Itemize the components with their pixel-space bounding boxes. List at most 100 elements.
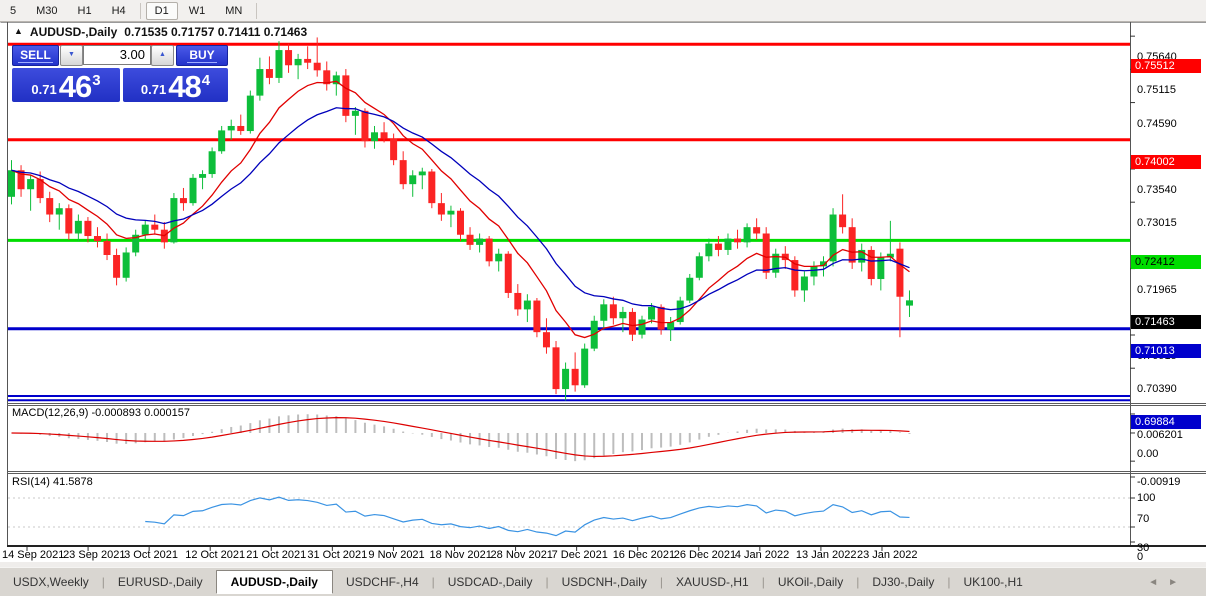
chart-tab-eurusd-daily[interactable]: EURUSD-,Daily xyxy=(117,575,203,589)
candle-body xyxy=(351,110,359,116)
timeframe-button-h1[interactable]: H1 xyxy=(77,4,92,17)
price-axis-highlight-label: 0.69884 xyxy=(1131,415,1201,430)
chart-ohlc-quotes: 0.71535 0.71757 0.71411 0.71463 xyxy=(124,25,308,39)
candle-body xyxy=(304,58,312,63)
candle-body xyxy=(867,249,875,280)
chart-tab-bar: USDX,Weekly | EURUSD-,Daily AUDUSD-,Daily US… xyxy=(0,567,1206,596)
candle-body xyxy=(676,300,684,323)
chart-canvas[interactable] xyxy=(0,22,1206,595)
candle-body xyxy=(113,255,121,278)
candle-body xyxy=(886,253,894,258)
moving-average-line xyxy=(11,107,910,311)
candle-body xyxy=(409,175,417,185)
chart-window: ▲ AUDUSD-,Daily 0.71535 0.71757 0.71411 … xyxy=(0,22,1206,596)
chart-tab-dj30-daily[interactable]: DJ30-,Daily xyxy=(872,575,935,589)
chart-tab-ukoil-daily[interactable]: UKOil-,Daily xyxy=(777,575,844,589)
price-axis-tick: 0.74590 xyxy=(1137,117,1177,130)
candle-body xyxy=(695,256,703,278)
tab-separator: | xyxy=(659,575,664,589)
timeframe-button-m30[interactable]: M30 xyxy=(36,4,58,17)
candle-body xyxy=(495,253,503,262)
buy-button[interactable]: BUY xyxy=(176,45,228,66)
collapse-triangle-icon[interactable]: ▲ xyxy=(14,26,23,36)
candle-body xyxy=(151,224,159,230)
chart-tab-usdchf-h4[interactable]: USDCHF-,H4 xyxy=(345,575,419,589)
candle-body xyxy=(84,220,92,237)
candle-body xyxy=(189,177,197,204)
timeframe-button-w1[interactable]: W1 xyxy=(188,4,206,17)
candle-body xyxy=(619,311,627,319)
date-axis-label: 12 Oct 2021 xyxy=(185,549,246,561)
candle-body xyxy=(380,132,388,139)
candle-body xyxy=(179,198,187,204)
chart-tab-usdx-weekly[interactable]: USDX,Weekly xyxy=(13,575,89,589)
rsi-indicator-label: RSI(14) 41.5878 xyxy=(12,476,93,488)
candle-body xyxy=(514,292,522,310)
timeframe-button-5[interactable]: 5 xyxy=(10,4,17,17)
candle-body xyxy=(542,332,550,348)
one-click-trading-panel: SELL ▼ 3.00 ▲ BUY 0.71 46 3 0.71 48 4 xyxy=(12,45,228,103)
candle-body xyxy=(667,322,675,330)
candle-body xyxy=(8,170,15,197)
date-axis-label: 28 Nov 2021 xyxy=(490,549,553,561)
candle-body xyxy=(705,243,713,257)
candle-body xyxy=(638,319,646,335)
moving-average-line xyxy=(11,80,910,339)
price-axis-tick: 0.71965 xyxy=(1137,283,1177,296)
volume-input[interactable]: 3.00 xyxy=(83,45,151,65)
volume-decrease-button[interactable]: ▼ xyxy=(60,45,83,66)
candle-body xyxy=(552,347,560,390)
candle-body xyxy=(485,238,493,262)
candle-body xyxy=(466,234,474,245)
candle-body xyxy=(227,125,235,131)
timeframe-button-mn[interactable]: MN xyxy=(225,4,243,17)
price-axis-highlight-label: 0.74002 xyxy=(1131,154,1201,169)
candle-body xyxy=(896,248,904,297)
timeframe-button-h4[interactable]: H4 xyxy=(111,4,126,17)
candle-body xyxy=(17,170,25,190)
date-axis-label: 31 Oct 2021 xyxy=(307,549,368,561)
chart-tab-uk100-h1[interactable]: UK100-,H1 xyxy=(963,575,1023,589)
candle-body xyxy=(332,75,340,85)
tab-separator: | xyxy=(101,575,105,589)
chart-tab-audusd-daily[interactable]: AUDUSD-,Daily xyxy=(215,570,333,594)
candle-body xyxy=(65,208,73,234)
date-axis-label: 21 Oct 2021 xyxy=(246,549,307,561)
date-axis-label: 23 Jan 2022 xyxy=(856,549,918,561)
price-axis-highlight-label: 0.72412 xyxy=(1131,255,1201,270)
volume-increase-button[interactable]: ▲ xyxy=(151,45,174,66)
date-axis-label: 7 Dec 2021 xyxy=(551,549,608,561)
chart-tab-usdcnh-daily[interactable]: USDCNH-,Daily xyxy=(561,575,647,589)
candle-body xyxy=(772,253,780,273)
price-axis-highlight-label: 0.75512 xyxy=(1131,59,1201,74)
candle-body xyxy=(533,300,541,333)
candle-body xyxy=(523,300,531,310)
chart-tab-usdcad-daily[interactable]: USDCAD-,Daily xyxy=(447,575,533,589)
candle-body xyxy=(791,260,799,291)
date-axis-label: 13 Jan 2022 xyxy=(795,549,857,561)
price-axis-tick: 0.70390 xyxy=(1137,383,1177,396)
candle-body xyxy=(93,236,101,242)
tab-separator: | xyxy=(856,575,860,589)
date-axis-label: 16 Dec 2021 xyxy=(612,549,676,561)
chart-tab-xauusd-h1[interactable]: XAUUSD-,H1 xyxy=(676,575,749,589)
candle-body xyxy=(581,348,589,386)
date-axis-label: 18 Nov 2021 xyxy=(429,549,492,561)
macd-axis-tick: 0.00 xyxy=(1137,447,1159,460)
sell-button[interactable]: SELL xyxy=(12,45,59,66)
chevron-down-icon: ▼ xyxy=(68,51,75,58)
buy-price-prefix: 0.71 xyxy=(140,82,167,97)
candle-body xyxy=(55,208,63,215)
date-axis-label: 9 Nov 2021 xyxy=(368,549,425,561)
price-axis-tick: 0.73015 xyxy=(1137,217,1177,230)
sell-price-tile[interactable]: 0.71 46 3 xyxy=(12,68,120,102)
candle-body xyxy=(323,70,331,85)
buy-price-tile[interactable]: 0.71 48 4 xyxy=(123,68,228,102)
rsi-axis-tick: 100 xyxy=(1137,492,1156,504)
candle-body xyxy=(753,227,761,234)
timeframe-button-d1[interactable]: D1 xyxy=(145,1,178,20)
candle-body xyxy=(858,249,866,263)
tab-scroll-arrows[interactable]: ◄► xyxy=(1148,576,1188,588)
price-axis-tick: 0.75115 xyxy=(1137,84,1176,97)
candle-body xyxy=(342,75,350,116)
